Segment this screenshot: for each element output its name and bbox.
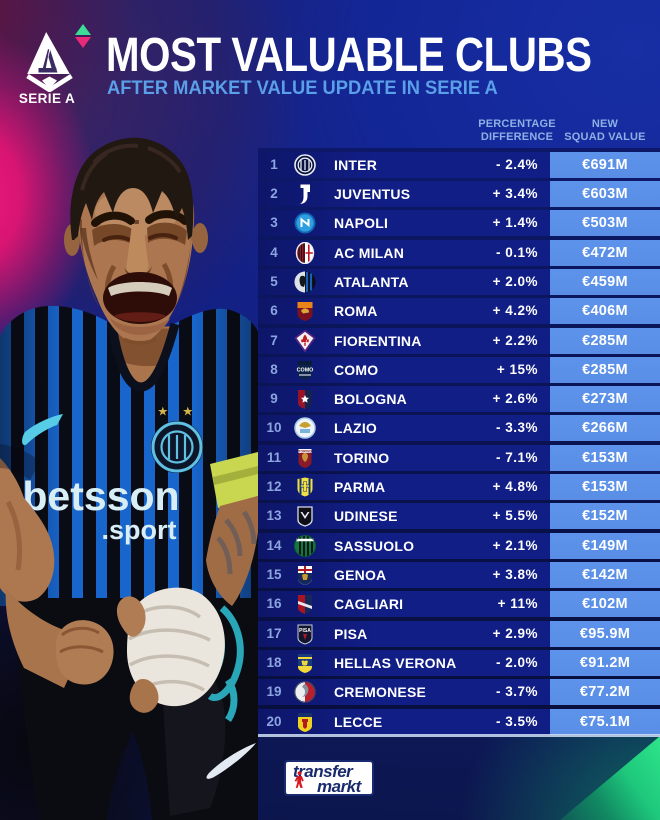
- svg-text:TORINO: TORINO: [298, 449, 311, 453]
- svg-text:COMO: COMO: [297, 367, 314, 373]
- svg-text:.sport: .sport: [101, 515, 176, 545]
- svg-text:betsson: betsson: [22, 473, 179, 519]
- svg-text:PISA: PISA: [299, 628, 311, 634]
